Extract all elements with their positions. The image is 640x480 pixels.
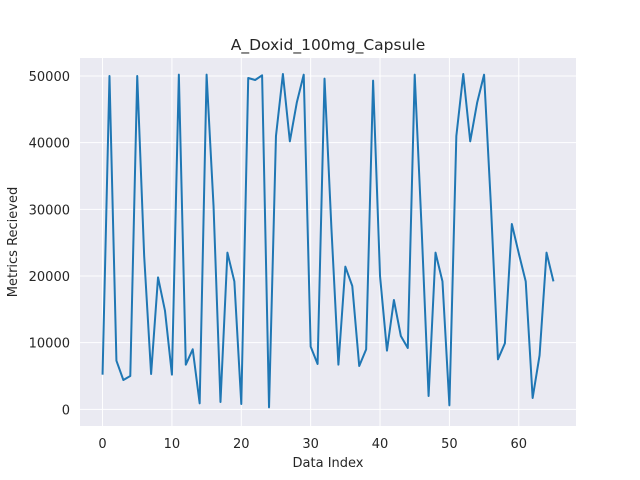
series-line [101,73,555,409]
y-tick-label: 40000 [29,137,70,152]
x-tick-label: 40 [372,437,389,452]
y-axis-label: Metrics Recieved [6,187,21,297]
plot-area [80,58,576,426]
y-tick-label: 10000 [29,337,70,352]
x-tick-label: 20 [233,437,250,452]
y-tick-label: 30000 [29,203,70,218]
x-tick-label: 50 [441,437,458,452]
x-axis-label: Data Index [293,456,364,471]
x-tick-label: 30 [302,437,319,452]
series-group [101,73,555,409]
x-tick-label: 0 [98,437,106,452]
y-tick-label: 50000 [29,70,70,85]
x-tick-label: 10 [164,437,181,452]
y-tick-labels: 0 10000 20000 30000 40000 50000 [29,70,70,418]
y-tick-label: 20000 [29,270,70,285]
y-tick-label: 0 [62,403,70,418]
x-tick-label: 60 [510,437,527,452]
x-tick-labels: 0 10 20 30 40 50 60 [98,437,527,452]
chart-title: A_Doxid_100mg_Capsule [231,36,426,55]
